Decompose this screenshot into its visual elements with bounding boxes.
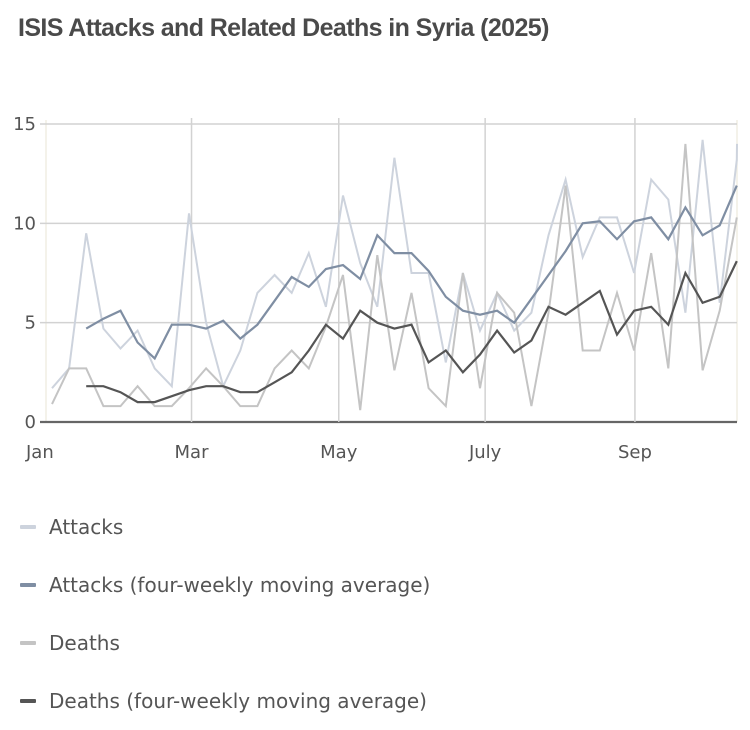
x-tick-label: Sep	[618, 442, 652, 463]
legend-item[interactable]: Attacks (four-weekly moving average)	[20, 556, 430, 614]
series-line	[86, 261, 737, 402]
legend-label: Deaths	[49, 631, 120, 655]
series-deaths	[52, 144, 737, 410]
series-line	[52, 144, 737, 410]
legend-item[interactable]: Deaths	[20, 614, 430, 672]
legend-item[interactable]: Attacks	[20, 498, 430, 556]
y-tick-label: 5	[25, 313, 36, 334]
series-deaths-four-weekly-moving-average	[86, 261, 737, 402]
line-chart: 0 5 10 15 Jan Mar May July Sep	[0, 0, 750, 480]
x-tick-label: Mar	[175, 442, 210, 463]
legend-swatch	[20, 641, 36, 645]
y-tick-label: 15	[13, 114, 36, 135]
y-tick-label: 0	[25, 412, 36, 433]
x-tick-label: July	[468, 442, 502, 463]
y-axis: 0 5 10 15	[13, 114, 36, 433]
legend-item[interactable]: Deaths (four-weekly moving average)	[20, 672, 430, 730]
legend-swatch	[20, 583, 36, 587]
legend-label: Deaths (four-weekly moving average)	[49, 689, 427, 713]
x-tick-label: Jan	[25, 442, 54, 463]
legend-label: Attacks	[49, 515, 123, 539]
legend-swatch	[20, 525, 36, 529]
x-tick-label: May	[320, 442, 358, 463]
x-axis: Jan Mar May July Sep	[25, 442, 652, 463]
legend-swatch	[20, 699, 36, 703]
legend-label: Attacks (four-weekly moving average)	[49, 573, 430, 597]
y-tick-label: 10	[13, 213, 36, 234]
legend: Attacks Attacks (four-weekly moving avera…	[20, 498, 430, 730]
